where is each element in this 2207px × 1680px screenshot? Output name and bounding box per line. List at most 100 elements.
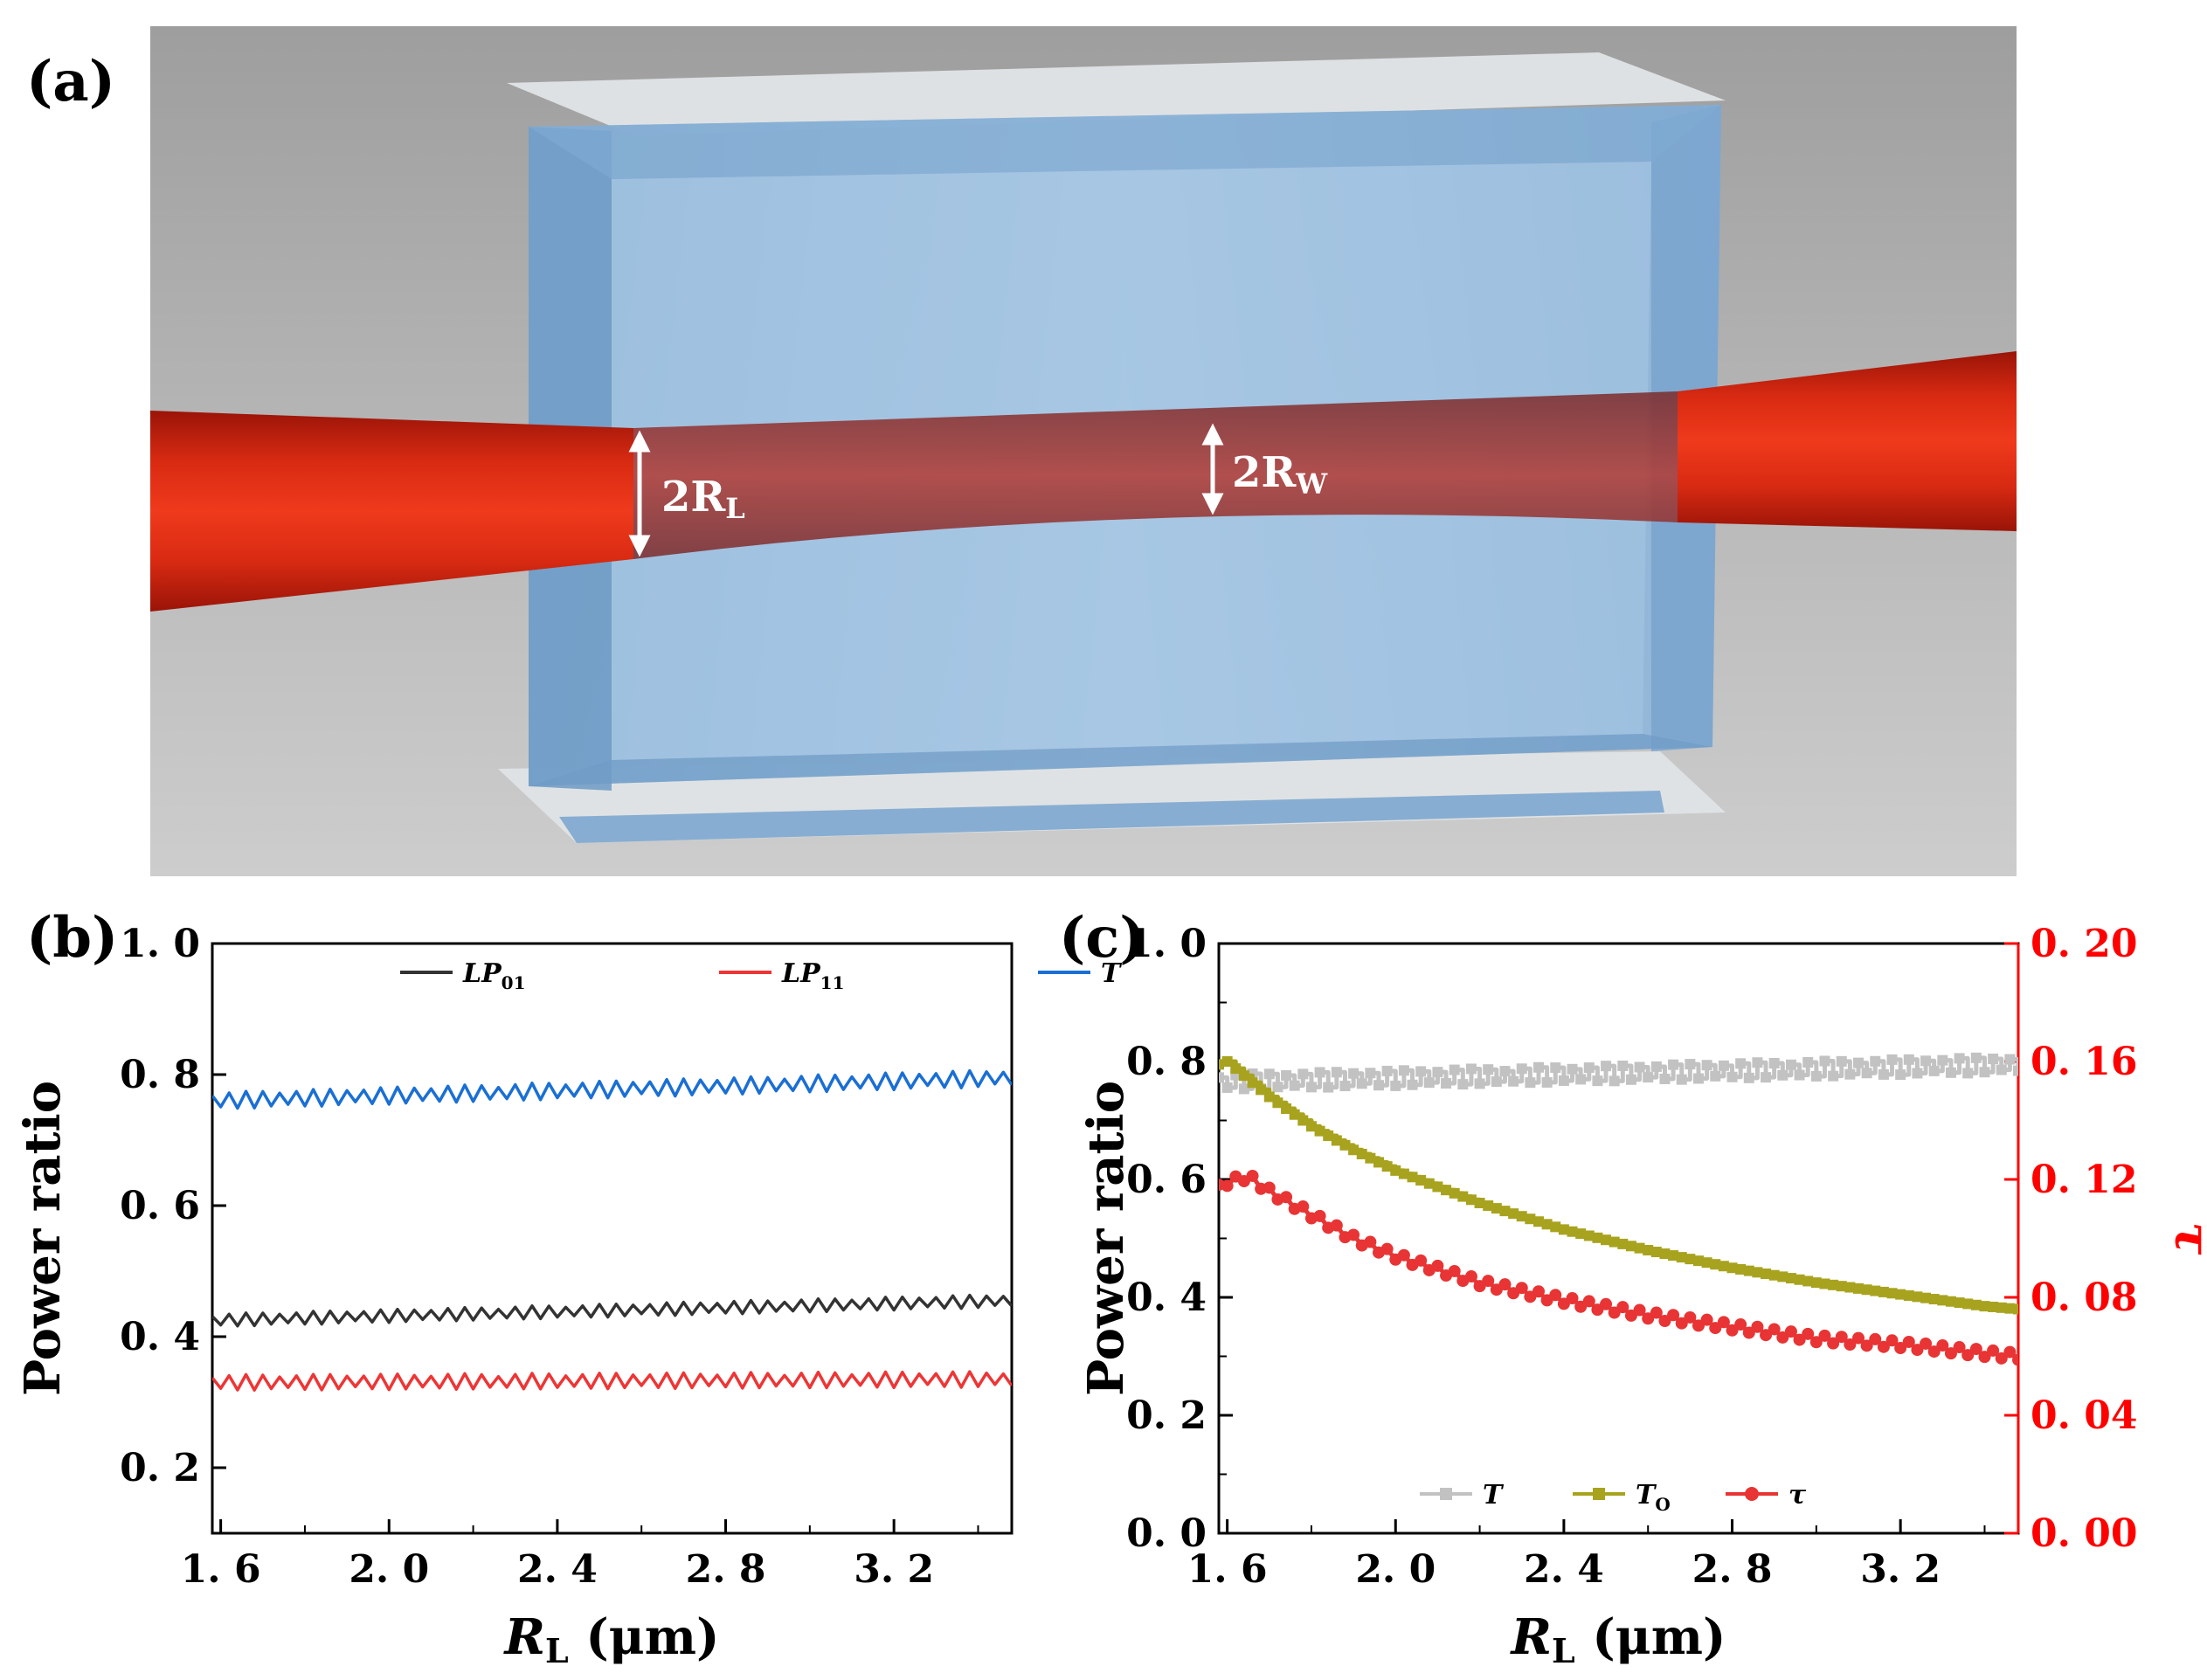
data-point [1927,1345,1941,1359]
data-point [1339,1081,1351,1092]
data-point [1836,1055,1847,1067]
data-point [1617,1238,1629,1249]
data-point [1272,1082,1283,1093]
data-point [1431,1259,1444,1272]
series-line-t [212,1068,1012,1110]
data-point [1844,1338,1857,1351]
data-point [1558,1075,1569,1086]
data-point [1247,1077,1258,1089]
legend-marker [1745,1487,1759,1501]
data-point [1609,1075,1620,1087]
data-point [1601,1234,1612,1246]
data-point [1289,1080,1300,1091]
data-point [1852,1331,1865,1345]
data-point [1944,1347,1957,1360]
data-point [1423,1178,1435,1189]
x-tick-label: 2. 4 [517,1547,598,1592]
y-tick-label: 0. 2 [120,1446,200,1490]
data-point [1928,1294,1940,1305]
data-point [1835,1331,1848,1344]
data-point [1541,1076,1553,1088]
data-point [1726,1071,1738,1082]
data-point [1634,1242,1645,1254]
data-point [1263,1091,1275,1103]
data-point [1810,1277,1822,1289]
panel-b-label: (b) [26,905,118,971]
data-point [1272,1097,1283,1109]
data-point [1457,1079,1469,1090]
data-point [1987,1344,2000,1357]
y2-tick-label: 0. 20 [2031,922,2137,966]
data-point [2004,1054,2016,1065]
data-point [1978,1351,1991,1364]
data-point [1313,1209,1326,1222]
data-point [1441,1078,1452,1089]
x-tick-label: 2. 4 [1524,1547,1604,1592]
x-axis-title-sub: L [545,1631,569,1670]
legend-label: TO [1636,1480,1671,1515]
data-point [1650,1061,1662,1072]
data-point [1347,1228,1360,1241]
data-point [1777,1271,1788,1282]
data-point [1625,1074,1636,1085]
data-point [1525,1213,1536,1225]
data-point [1525,1077,1536,1089]
data-point [1263,1181,1276,1194]
data-point [1920,1337,1933,1350]
data-point [1870,1055,1881,1067]
data-point [1701,1257,1712,1269]
data-point [1718,1060,1729,1071]
data-point [1415,1066,1427,1077]
data-point [1768,1269,1780,1281]
y2-tick-label: 0. 12 [2031,1158,2137,1202]
data-point [1886,1054,1898,1065]
data-point [1685,1059,1696,1070]
data-point [1516,1211,1527,1222]
data-point [1575,1228,1587,1240]
series-t [212,1068,1012,1110]
data-point [1912,1291,1923,1303]
data-point [1726,1262,1738,1274]
panel-b-chart: (b) 1. 6 2. 0 2. 4 2. 8 3. 2 0. 2 0. 4 0. 6 0. 8… [14,905,1123,1670]
data-point [1878,1068,1889,1080]
data-point [1482,1275,1495,1288]
data-point [1979,1301,1990,1312]
data-point [1920,1292,1932,1303]
data-point [1988,1054,1999,1065]
data-point [1297,1068,1309,1080]
legend-label-main: T [1636,1480,1657,1511]
data-point [1575,1074,1587,1085]
data-point [1314,1067,1325,1078]
data-point [1348,1068,1359,1079]
legend-label-sub: 11 [820,972,845,993]
data-point [1701,1060,1712,1071]
data-point [1331,1067,1342,1078]
data-point [1895,1289,1906,1300]
data-point [1263,1068,1275,1080]
data-point [1381,1065,1393,1076]
data-point [1995,1352,2008,1365]
data-point [1734,1318,1747,1331]
series-t [1219,1052,2018,1095]
data-point [1936,1339,1949,1352]
data-point [1844,1282,1856,1293]
data-point [1768,1323,1781,1336]
data-point [1860,1339,1873,1352]
data-point [1432,1067,1443,1078]
data-point [1281,1070,1292,1082]
data-point [1583,1062,1595,1074]
data-point [1676,1074,1687,1085]
data-point [1802,1057,1814,1068]
x-tick-label: 3. 2 [1860,1547,1941,1592]
data-point [1684,1310,1697,1324]
data-point [1221,1056,1233,1067]
data-point [1969,1343,1982,1356]
data-point [1643,1245,1654,1255]
data-point [1650,1247,1662,1258]
data-point [1491,1203,1502,1214]
data-point [1785,1059,1796,1070]
y-axis-title: Power ratio [14,1081,72,1396]
y2-axis-title: τ [2163,1222,2207,1255]
data-point [1659,1074,1671,1085]
data-point [1323,1130,1334,1142]
